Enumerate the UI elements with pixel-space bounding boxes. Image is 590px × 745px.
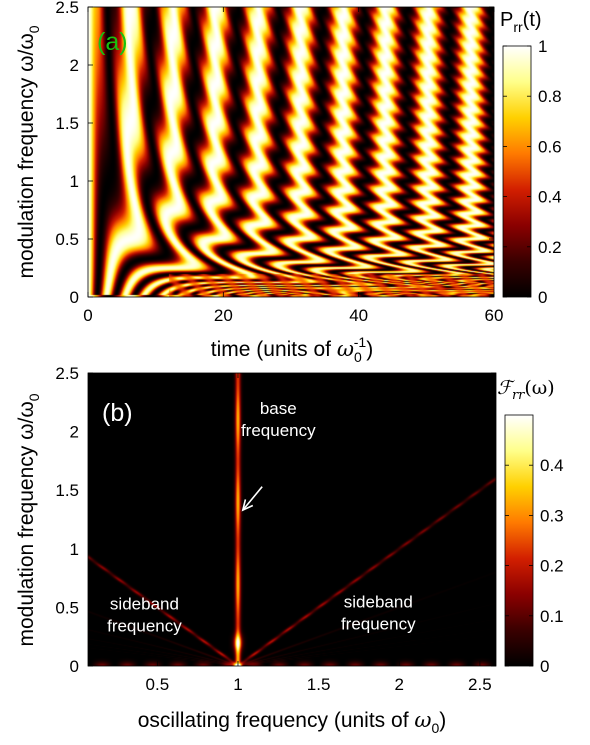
- y-tick-label: 2.5: [55, 0, 79, 17]
- y-axis-label-a: modulation frequency ω/ω0: [15, 25, 42, 278]
- y-tick-label: 0: [70, 288, 79, 307]
- x-tick-label: 60: [485, 306, 504, 325]
- colorbar-a-title: Prr(t): [500, 9, 542, 35]
- x-tick-label: 1: [233, 675, 242, 694]
- colorbar-tick-label: 0.4: [538, 188, 562, 207]
- colorbar-tick-label: 0: [540, 657, 549, 676]
- y-tick-label: 2: [70, 423, 79, 442]
- colorbar-tick-label: 0.6: [538, 137, 562, 156]
- panel-label-b: (b): [102, 399, 133, 427]
- x-tick-label: 2: [395, 675, 404, 694]
- annotation-2: sideband frequency: [341, 592, 416, 633]
- x-tick-label: 0.5: [146, 675, 170, 694]
- axis-ticks-b: 0.5 1 1.5 2 2.5 0 0.5 1 1.5 2 2.5: [55, 364, 496, 694]
- annotation-1: sideband frequency: [107, 595, 182, 636]
- x-axis-label-a: time (units of ω0-1): [211, 334, 373, 365]
- y-axis-label-b: modulation frequency ω/ω0: [15, 393, 42, 646]
- y-tick-label: 1.5: [55, 114, 79, 133]
- y-tick-label: 0.5: [55, 230, 79, 249]
- y-tick-label: 1.5: [55, 481, 79, 500]
- colorbar-tick-label: 0.8: [538, 87, 562, 106]
- annotation-line: sideband: [344, 592, 413, 611]
- y-tick-label: 0: [70, 657, 79, 676]
- heatmap-b-container: [88, 373, 496, 666]
- colorbar-tick-label: 0.3: [540, 506, 564, 525]
- colorbar-tick-label: 0.1: [540, 607, 564, 626]
- x-tick-label: 2.5: [468, 675, 492, 694]
- panel-label-a: (a): [97, 28, 128, 56]
- x-axis-label-b: oscillating frequency (units of ω0): [138, 708, 447, 736]
- annotation-line: frequency: [241, 421, 316, 440]
- x-tick-label: 0: [83, 306, 92, 325]
- heatmap-a-container: [88, 7, 494, 297]
- colorbar-tick-label: 1: [538, 37, 547, 56]
- panel-a: (a) 0 20 40 60 0 0.5 1 1.5 2 2.5 time (units of ω…: [15, 0, 562, 365]
- heatmap-b: [88, 373, 496, 666]
- annotation-line: sideband: [110, 595, 179, 614]
- colorbar-b: [504, 414, 534, 667]
- colorbar-tick-label: 0: [538, 288, 547, 307]
- y-tick-label: 1: [70, 172, 79, 191]
- annotation-arrow-shaft: [242, 486, 263, 511]
- axis-ticks-a: 0 20 40 60 0 0.5 1 1.5 2 2.5: [55, 0, 503, 325]
- annotation-arrow-head: [241, 499, 254, 512]
- colorbar-a: [502, 45, 532, 298]
- annotations-b: base frequency sideband frequency sideband fr…: [107, 399, 416, 636]
- colorbar-tick-label: 0.2: [538, 238, 562, 257]
- y-tick-label: 1: [70, 540, 79, 559]
- y-tick-label: 2: [70, 56, 79, 75]
- x-tick-label: 40: [349, 306, 368, 325]
- plot-frame-b: [87, 372, 497, 667]
- plot-frame-a: [87, 6, 495, 298]
- colorbar-a-ticks: 0 0.2 0.4 0.6 0.8 1: [503, 37, 562, 307]
- x-tick-label: 1.5: [307, 675, 331, 694]
- colorbar-tick-label: 0.4: [540, 456, 564, 475]
- annotation-line: base: [260, 399, 297, 418]
- colorbar-b-ticks: 0 0.1 0.2 0.3 0.4: [505, 456, 564, 676]
- x-tick-label: 20: [214, 306, 233, 325]
- y-tick-label: 2.5: [55, 364, 79, 383]
- colorbar-tick-label: 0.2: [540, 557, 564, 576]
- annotation-line: frequency: [107, 617, 182, 636]
- y-tick-label: 0.5: [55, 598, 79, 617]
- heatmap-a: [88, 7, 494, 297]
- annotation-line: frequency: [341, 614, 416, 633]
- colorbar-b-title: ℱrr(ω): [497, 377, 555, 403]
- annotation-0: base frequency: [241, 399, 316, 440]
